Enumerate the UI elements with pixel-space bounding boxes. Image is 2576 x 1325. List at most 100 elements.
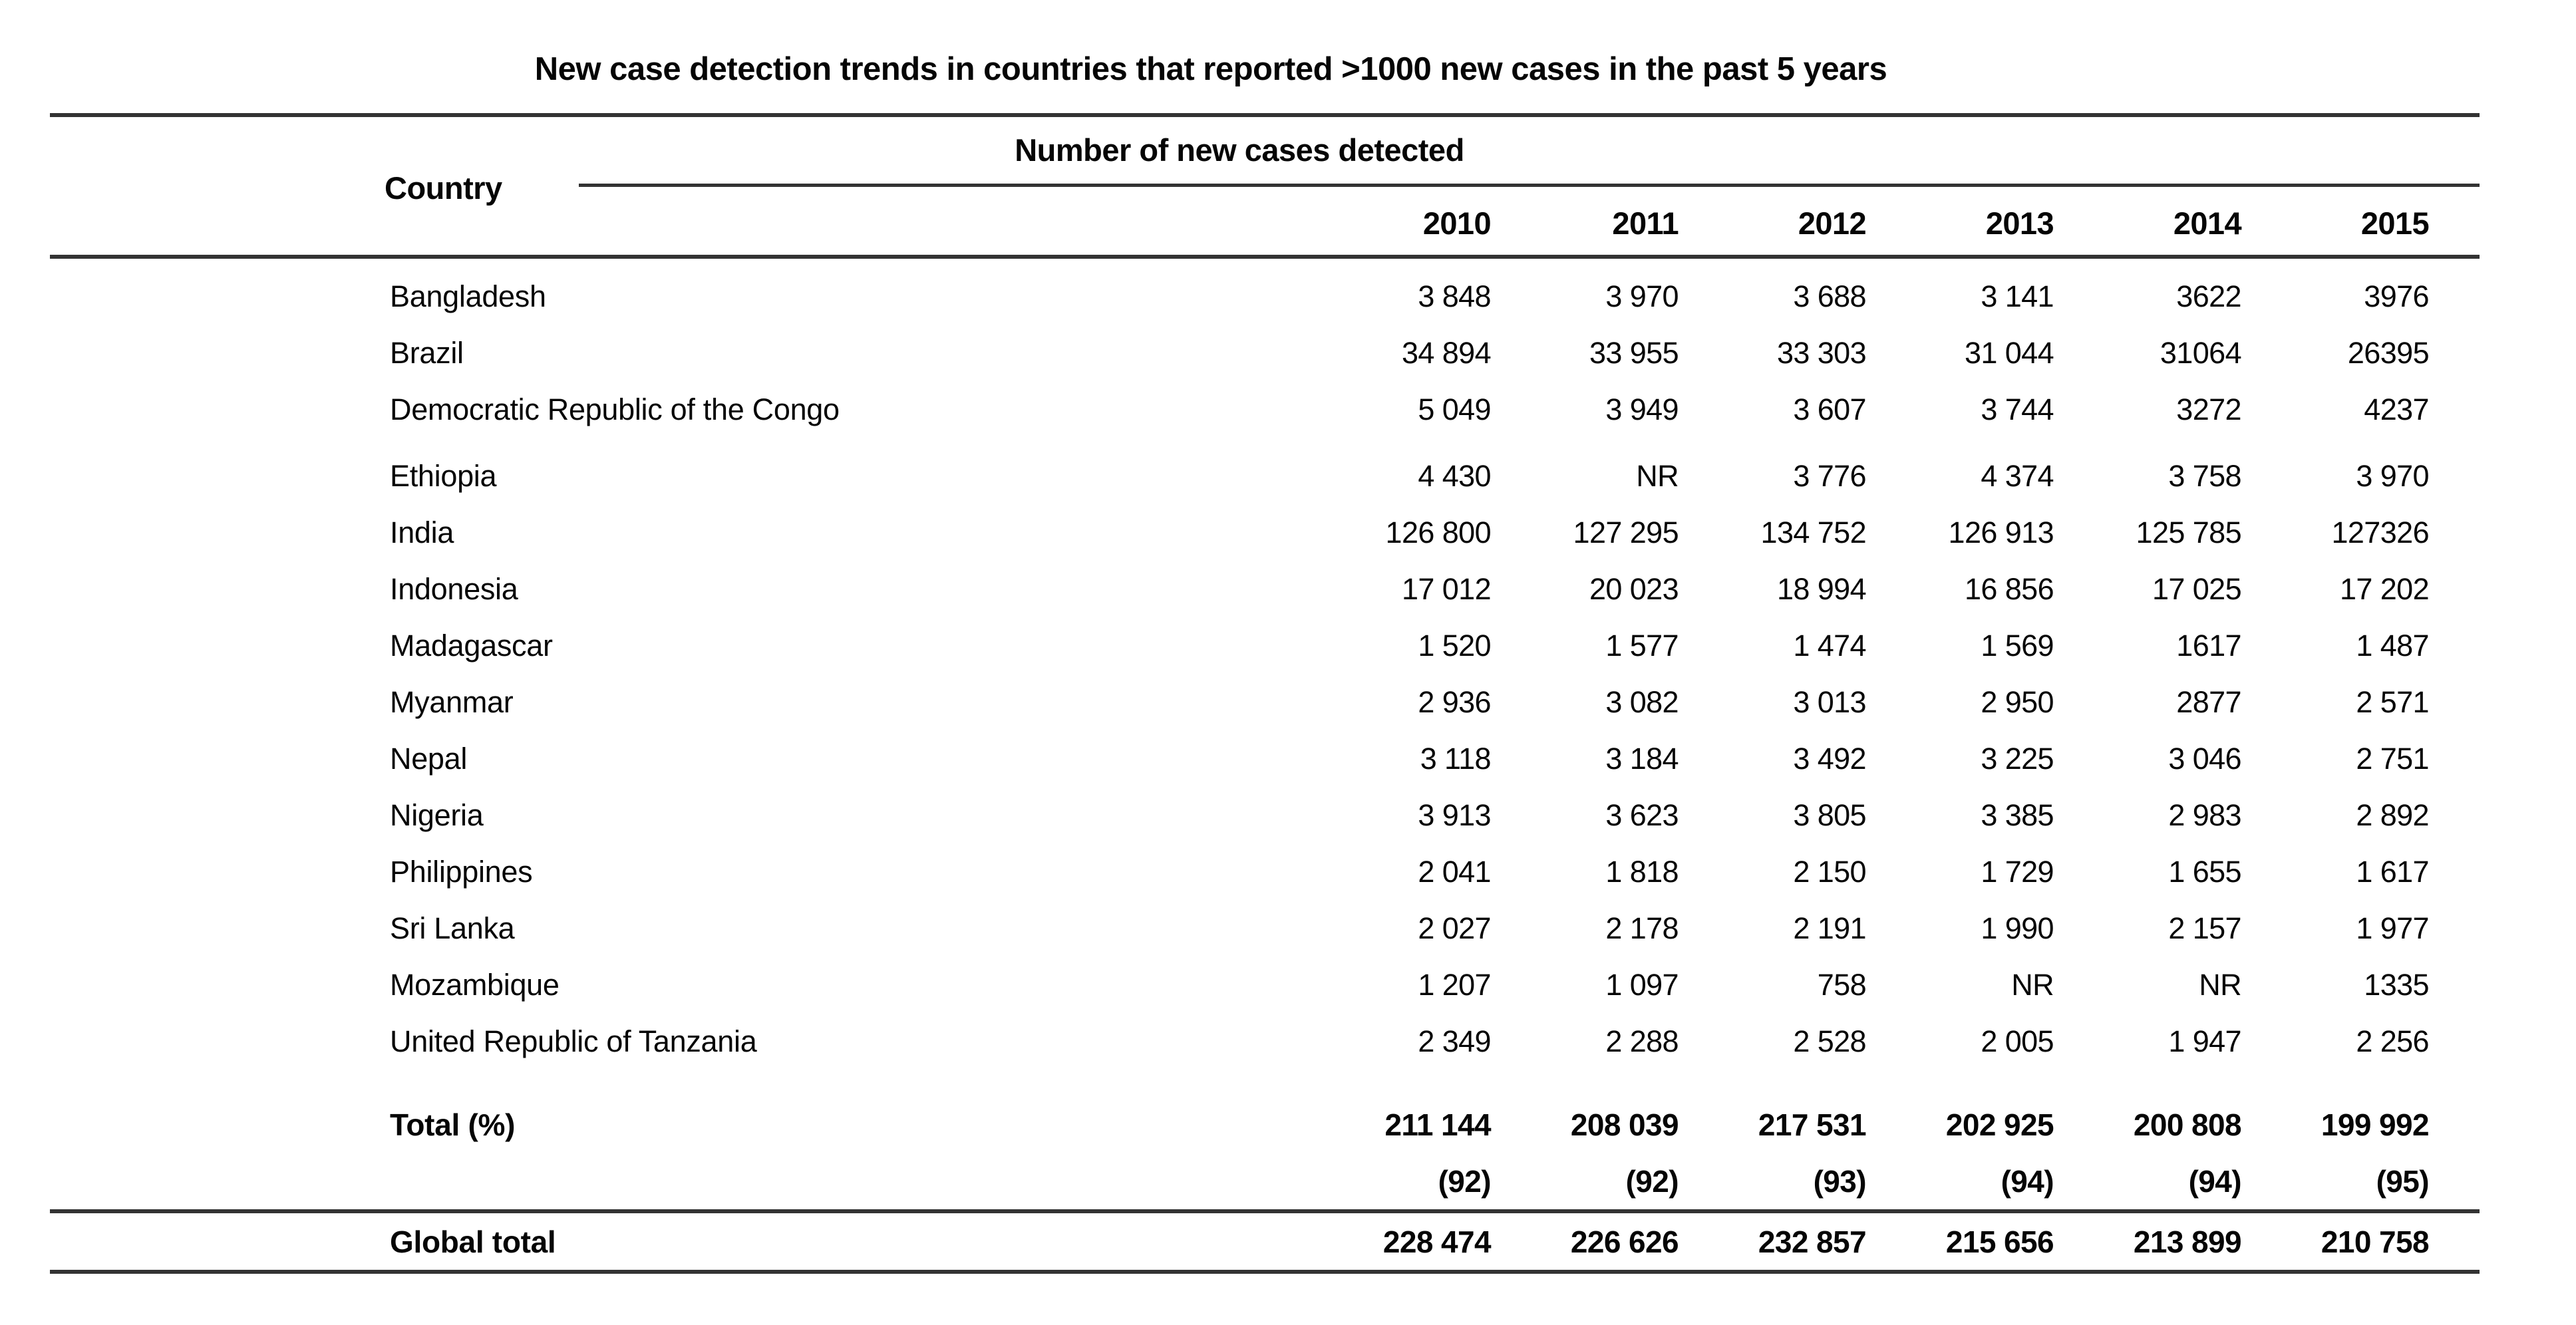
value-cell: 2 288: [1605, 1024, 1679, 1058]
value-cell: 1 818: [1605, 854, 1679, 889]
year-header: 2011: [1612, 205, 1679, 241]
country-cell: United Republic of Tanzania: [390, 1024, 757, 1058]
total-value-cell: 217 531: [1758, 1107, 1867, 1142]
value-cell: NR: [2011, 967, 2054, 1002]
total-value-cell: 202 925: [1945, 1107, 2054, 1142]
value-cell: 17 025: [2152, 571, 2242, 606]
value-cell: 1 655: [2168, 854, 2241, 889]
table-row: Bangladesh 3 848 3 970 3 688 3 141 3622 …: [50, 268, 2430, 325]
global-total-value-cell: 213 899: [2133, 1224, 2242, 1259]
value-cell: NR: [1636, 458, 1679, 493]
value-cell: 2 936: [1418, 684, 1491, 719]
value-cell: 3 744: [1981, 392, 2054, 426]
country-cell: Bangladesh: [390, 279, 546, 313]
global-total-value-cell: 226 626: [1570, 1224, 1679, 1259]
table-row: Indonesia 17 012 20 023 18 994 16 856 17…: [50, 561, 2430, 617]
value-cell: 3 607: [1793, 392, 1866, 426]
country-cell: Sri Lanka: [390, 911, 515, 945]
value-cell: 2877: [2176, 684, 2241, 719]
country-cell: Mozambique: [390, 967, 560, 1002]
rule-bottom: [50, 1270, 2480, 1274]
value-cell: 1617: [2176, 628, 2241, 662]
value-cell: 34 894: [1401, 335, 1492, 370]
country-cell: Nepal: [390, 741, 468, 776]
value-cell: 3 776: [1793, 458, 1866, 493]
value-cell: 3 913: [1418, 798, 1491, 832]
value-cell: 1 569: [1981, 628, 2054, 662]
country-cell: India: [390, 515, 454, 549]
rule-under-year-headers: [50, 255, 2480, 259]
total-label: Total (%): [390, 1107, 516, 1142]
global-total-label: Global total: [390, 1224, 556, 1259]
value-cell: 2 571: [2356, 684, 2429, 719]
value-cell: 3 970: [2356, 458, 2429, 493]
country-cell: Philippines: [390, 854, 533, 889]
totals-gap: [50, 1070, 2480, 1096]
table-row: Nigeria 3 913 3 623 3 805 3 385 2 983 2 …: [50, 787, 2430, 843]
table-row: Mozambique 1 207 1 097 758 NR NR 1335: [50, 957, 2430, 1013]
value-cell: 3 949: [1605, 392, 1679, 426]
value-cell: 2 983: [2168, 798, 2241, 832]
value-cell: 127 295: [1573, 515, 1679, 549]
value-cell: 33 303: [1776, 335, 1867, 370]
year-header: 2012: [1798, 205, 1867, 241]
value-cell: 1 947: [2168, 1024, 2241, 1058]
value-cell: 126 913: [1948, 515, 2054, 549]
value-cell: 2 950: [1981, 684, 2054, 719]
value-cell: 1 207: [1418, 967, 1491, 1002]
table-row: India 126 800 127 295 134 752 126 913 12…: [50, 504, 2430, 561]
global-total-value-cell: 215 656: [1945, 1224, 2054, 1259]
value-cell: 3 141: [1981, 279, 2054, 313]
percent-value-cell: (92): [1438, 1163, 1492, 1199]
value-cell: 1 577: [1605, 628, 1679, 662]
value-cell: 2 005: [1981, 1024, 2054, 1058]
table-row: Brazil 34 894 33 955 33 303 31 044 31064…: [50, 325, 2430, 381]
value-cell: 3622: [2176, 279, 2241, 313]
rule-under-title: [50, 113, 2480, 117]
value-cell: 20 023: [1589, 571, 1679, 606]
value-cell: 1 474: [1793, 628, 1866, 662]
value-cell: 3 805: [1793, 798, 1866, 832]
rule-under-span-header: [579, 184, 2480, 187]
country-cell: Ethiopia: [390, 458, 497, 493]
table-row: Madagascar 1 520 1 577 1 474 1 569 1617 …: [50, 617, 2430, 674]
percent-value-cell: (95): [2376, 1163, 2430, 1199]
value-cell: 3 492: [1793, 741, 1866, 776]
value-cell: 2 041: [1418, 854, 1491, 889]
value-cell: 2 027: [1418, 911, 1491, 945]
value-cell: 1 617: [2356, 854, 2429, 889]
table-row: Nepal 3 118 3 184 3 492 3 225 3 046 2 75…: [50, 730, 2430, 787]
value-cell: 125 785: [2136, 515, 2242, 549]
value-cell: 3 623: [1605, 798, 1679, 832]
year-header: 2010: [1422, 205, 1492, 241]
value-cell: 26395: [2347, 335, 2430, 370]
value-cell: 2 751: [2356, 741, 2429, 776]
value-cell: 3 758: [2168, 458, 2241, 493]
table-row: Democratic Republic of the Congo 5 049 3…: [50, 381, 2430, 438]
value-cell: 2 349: [1418, 1024, 1491, 1058]
percent-value-cell: (94): [2188, 1163, 2242, 1199]
value-cell: 18 994: [1776, 571, 1867, 606]
table-row: Philippines 2 041 1 818 2 150 1 729 1 65…: [50, 843, 2430, 900]
value-cell: 3 385: [1981, 798, 2054, 832]
total-value-cell: 211 144: [1384, 1107, 1491, 1142]
value-cell: 3 082: [1605, 684, 1679, 719]
percent-value-cell: (94): [2001, 1163, 2054, 1199]
value-cell: 126 800: [1385, 515, 1492, 549]
value-cell: 2 157: [2168, 911, 2241, 945]
year-header: 2014: [2173, 205, 2242, 241]
value-cell: 3 118: [1420, 741, 1492, 776]
value-cell: 3 970: [1605, 279, 1679, 313]
value-cell: 3 225: [1981, 741, 2054, 776]
total-value-cell: 199 992: [2321, 1107, 2430, 1142]
total-row: Total (%) 211 144 208 039 217 531 202 92…: [50, 1096, 2430, 1153]
value-cell: 1 990: [1981, 911, 2054, 945]
country-cell: Madagascar: [390, 628, 553, 662]
percent-value-cell: (93): [1813, 1163, 1867, 1199]
global-total-value-cell: 232 857: [1758, 1224, 1867, 1259]
value-cell: 2 256: [2356, 1024, 2429, 1058]
rule-above-global-total: [50, 1209, 2480, 1213]
value-cell: 3 046: [2168, 741, 2241, 776]
table-row: Ethiopia 4 430 NR 3 776 4 374 3 758 3 97…: [50, 448, 2430, 504]
